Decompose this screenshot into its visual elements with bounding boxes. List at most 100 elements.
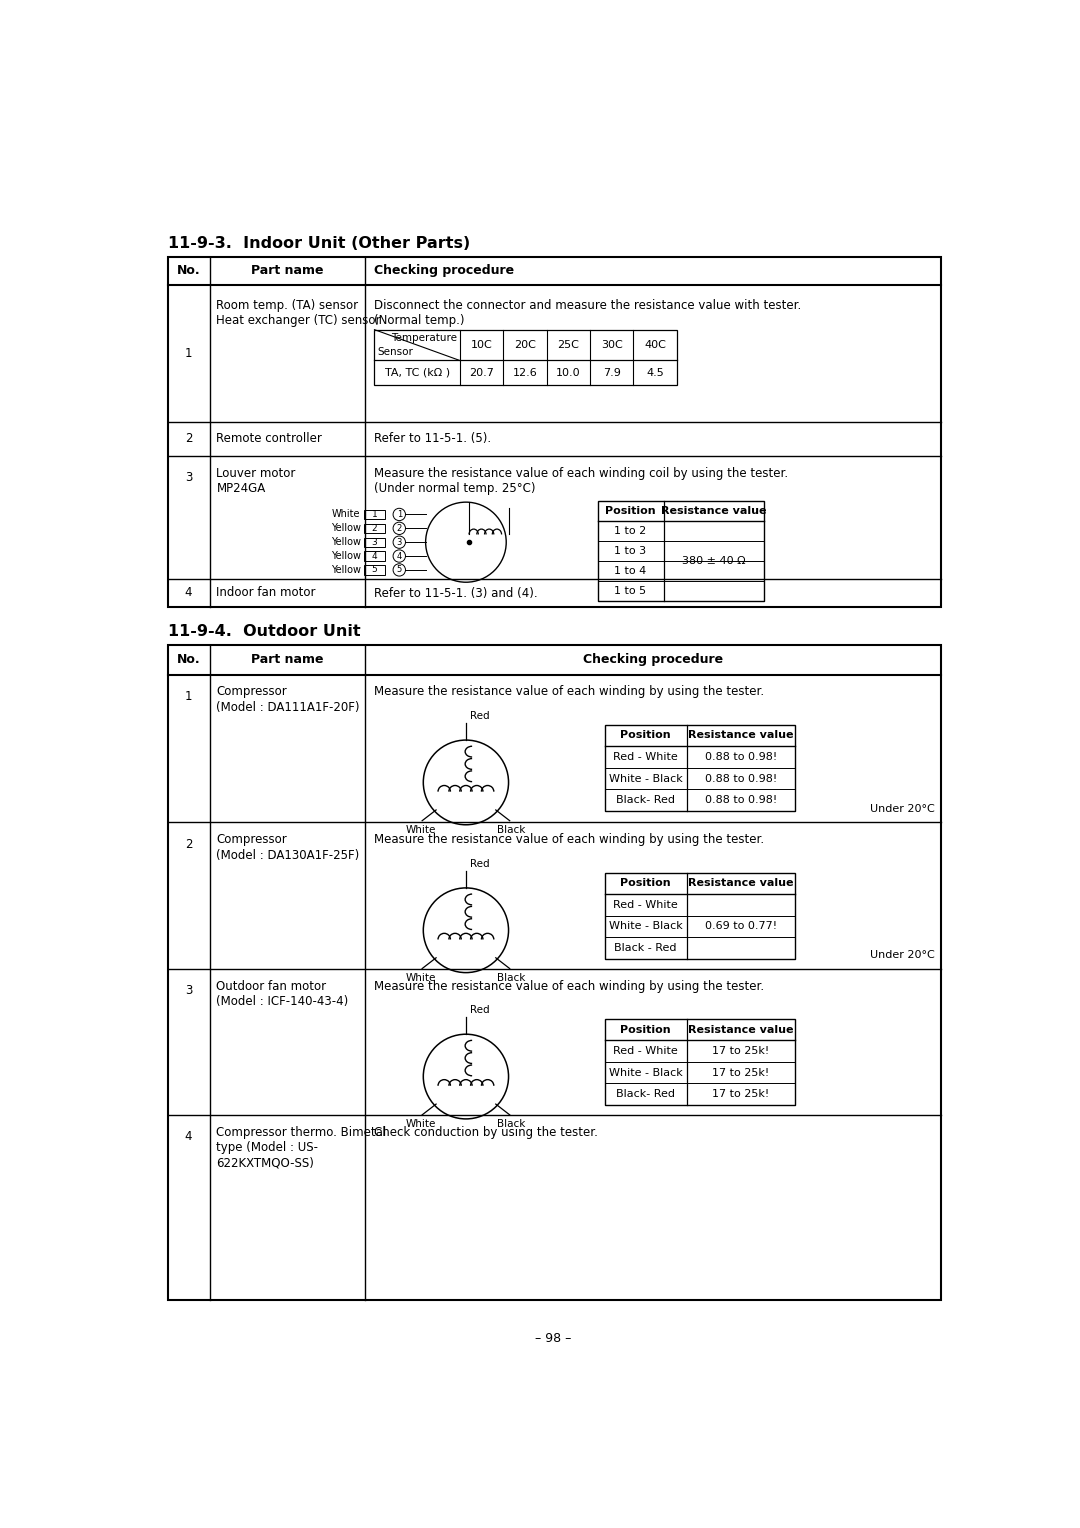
Text: Black- Red: Black- Red [617, 795, 675, 805]
Text: 3: 3 [396, 538, 402, 547]
Bar [364, 538, 386, 547]
Text: Black - Red: Black - Red [615, 943, 677, 953]
Text: White - Black: White - Black [609, 1068, 683, 1077]
Text: 0.88 to 0.98!: 0.88 to 0.98! [705, 795, 778, 805]
Text: Heat exchanger (TC) sensor: Heat exchanger (TC) sensor [216, 315, 381, 327]
Text: 1: 1 [396, 510, 402, 520]
Text: 1 to 5: 1 to 5 [615, 585, 646, 596]
Text: 2: 2 [396, 524, 402, 533]
Text: White: White [405, 973, 435, 983]
Text: 1: 1 [185, 347, 192, 361]
Text: 380 ± 40 Ω: 380 ± 40 Ω [683, 556, 745, 565]
Text: Red: Red [470, 711, 489, 721]
Text: White: White [405, 825, 435, 836]
Text: 622KXTMQO-SS): 622KXTMQO-SS) [216, 1157, 314, 1169]
Text: – 98 –: – 98 – [536, 1332, 571, 1345]
Text: White: White [332, 509, 361, 520]
Text: Disconnect the connector and measure the resistance value with tester.: Disconnect the connector and measure the… [375, 299, 801, 312]
Bar [375, 330, 677, 385]
Text: Measure the resistance value of each winding by using the tester.: Measure the resistance value of each win… [375, 979, 765, 993]
Text: White - Black: White - Black [609, 773, 683, 784]
Text: Measure the resistance value of each winding coil by using the tester.: Measure the resistance value of each win… [375, 466, 788, 480]
Bar [167, 257, 941, 607]
Text: Position: Position [620, 730, 671, 741]
Bar [364, 552, 386, 561]
Text: Compressor: Compressor [216, 833, 287, 847]
Text: 10.0: 10.0 [556, 368, 581, 377]
Text: Position: Position [620, 879, 671, 888]
Text: 11-9-3.  Indoor Unit (Other Parts): 11-9-3. Indoor Unit (Other Parts) [167, 235, 470, 251]
Text: 25C: 25C [557, 341, 579, 350]
Text: No.: No. [177, 654, 200, 666]
Text: 17 to 25k!: 17 to 25k! [713, 1068, 770, 1077]
Text: (Normal temp.): (Normal temp.) [375, 315, 465, 327]
Text: Part name: Part name [252, 654, 324, 666]
Text: Yellow: Yellow [330, 565, 361, 575]
Text: Resistance value: Resistance value [688, 1025, 794, 1034]
Text: Red: Red [470, 1005, 489, 1015]
Text: 7.9: 7.9 [603, 368, 621, 377]
Text: Indoor fan motor: Indoor fan motor [216, 587, 315, 599]
Text: 4: 4 [372, 552, 377, 561]
Text: Black: Black [497, 825, 526, 836]
Text: (Model : DA130A1F-25F): (Model : DA130A1F-25F) [216, 848, 360, 862]
Text: Resistance value: Resistance value [688, 879, 794, 888]
Text: Refer to 11-5-1. (5).: Refer to 11-5-1. (5). [375, 432, 491, 446]
Text: 3: 3 [185, 471, 192, 484]
Text: 10C: 10C [471, 341, 492, 350]
Text: Compressor: Compressor [216, 686, 287, 698]
Bar [597, 501, 765, 601]
Text: 5: 5 [372, 565, 377, 575]
Text: Check conduction by using the tester.: Check conduction by using the tester. [375, 1126, 598, 1138]
Text: Part name: Part name [252, 264, 324, 277]
Text: 0.88 to 0.98!: 0.88 to 0.98! [705, 773, 778, 784]
Text: 3: 3 [372, 538, 377, 547]
Text: Position: Position [620, 1025, 671, 1034]
Text: Compressor thermo. Bimetal: Compressor thermo. Bimetal [216, 1126, 387, 1138]
Text: 1: 1 [185, 691, 192, 703]
Text: Checking procedure: Checking procedure [375, 264, 514, 277]
Text: Yellow: Yellow [330, 523, 361, 533]
Text: Position: Position [605, 506, 656, 515]
Text: Red - White: Red - White [613, 1047, 678, 1056]
Text: White - Black: White - Black [609, 921, 683, 932]
Bar [364, 565, 386, 575]
Text: 4: 4 [185, 1131, 192, 1143]
Text: 20C: 20C [514, 341, 536, 350]
Text: Remote controller: Remote controller [216, 432, 322, 446]
Text: 4.5: 4.5 [646, 368, 664, 377]
Text: 2: 2 [185, 837, 192, 851]
Text: Red: Red [470, 859, 489, 868]
Text: Yellow: Yellow [330, 538, 361, 547]
Text: 11-9-4.  Outdoor Unit: 11-9-4. Outdoor Unit [167, 623, 360, 639]
Text: TA, TC (kΩ ): TA, TC (kΩ ) [384, 368, 449, 377]
Text: 5: 5 [396, 565, 402, 575]
Text: 1 to 2: 1 to 2 [615, 526, 646, 536]
Text: 2: 2 [185, 432, 192, 446]
Text: Measure the resistance value of each winding by using the tester.: Measure the resistance value of each win… [375, 686, 765, 698]
Text: Measure the resistance value of each winding by using the tester.: Measure the resistance value of each win… [375, 833, 765, 847]
Text: (Model : ICF-140-43-4): (Model : ICF-140-43-4) [216, 995, 349, 1008]
Text: 30C: 30C [600, 341, 622, 350]
Text: Room temp. (TA) sensor: Room temp. (TA) sensor [216, 299, 359, 312]
Text: 3: 3 [185, 984, 192, 998]
Text: 17 to 25k!: 17 to 25k! [713, 1047, 770, 1056]
Text: 12.6: 12.6 [512, 368, 537, 377]
Text: Outdoor fan motor: Outdoor fan motor [216, 979, 326, 993]
Text: 0.88 to 0.98!: 0.88 to 0.98! [705, 752, 778, 762]
Text: 1: 1 [372, 510, 377, 520]
Text: 40C: 40C [644, 341, 666, 350]
Text: Black: Black [497, 1120, 526, 1129]
Text: 4: 4 [396, 552, 402, 561]
Text: Louver motor: Louver motor [216, 466, 296, 480]
Text: 1 to 4: 1 to 4 [615, 565, 646, 576]
Text: type (Model : US-: type (Model : US- [216, 1141, 319, 1154]
Text: 17 to 25k!: 17 to 25k! [713, 1089, 770, 1099]
Bar [364, 510, 386, 520]
Bar [606, 872, 795, 958]
Text: 20.7: 20.7 [469, 368, 494, 377]
Text: 0.69 to 0.77!: 0.69 to 0.77! [705, 921, 778, 932]
Bar [606, 724, 795, 811]
Text: Red - White: Red - White [613, 900, 678, 909]
Text: Temperature: Temperature [391, 333, 457, 342]
